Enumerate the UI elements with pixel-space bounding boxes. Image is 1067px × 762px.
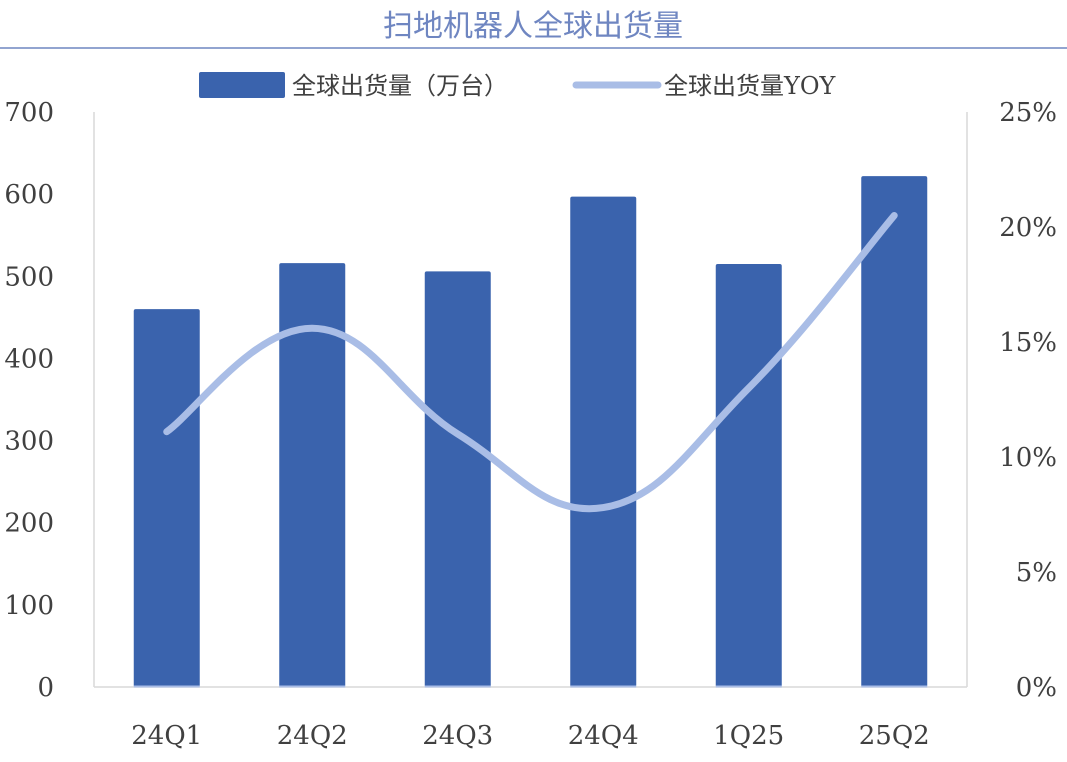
right-tick-label: 0% [1016,673,1057,703]
left-tick-label: 200 [4,509,54,539]
bar-24Q1 [134,309,200,687]
left-tick-label: 400 [4,344,54,374]
bar-24Q4 [570,197,636,687]
x-tick-label: 25Q2 [859,721,930,751]
left-tick-label: 100 [4,591,54,621]
right-tick-label: 5% [1016,558,1057,588]
legend-bar-swatch [199,72,285,98]
chart-title-group: 扫地机器人全球出货量 [0,9,1067,48]
x-tick-label: 24Q4 [568,721,639,751]
yoy-line [167,216,895,509]
x-tick-label: 24Q1 [131,721,202,751]
x-tick-label: 1Q25 [713,721,784,751]
left-tick-label: 600 [4,180,54,210]
right-tick-label: 10% [999,443,1057,473]
axes [94,112,967,687]
x-tick-label: 24Q3 [422,721,493,751]
bar-1Q25 [716,264,782,687]
bar-25Q2 [861,176,927,687]
legend-line-label: 全球出货量YOY [664,72,837,100]
left-tick-label: 300 [4,427,54,457]
line-series [167,215,895,508]
right-tick-label: 20% [999,213,1057,243]
legend: 全球出货量（万台） 全球出货量YOY [199,72,837,100]
bar-series [134,176,928,687]
left-tick-label: 0 [37,673,54,703]
left-tick-label: 700 [4,98,54,128]
bar-24Q3 [425,271,491,687]
right-tick-label: 25% [999,98,1057,128]
legend-bar-label: 全球出货量（万台） [292,72,508,100]
chart-title: 扫地机器人全球出货量 [383,9,683,44]
x-tick-label: 24Q2 [277,721,348,751]
right-tick-label: 15% [999,328,1057,358]
left-tick-label: 500 [4,262,54,292]
